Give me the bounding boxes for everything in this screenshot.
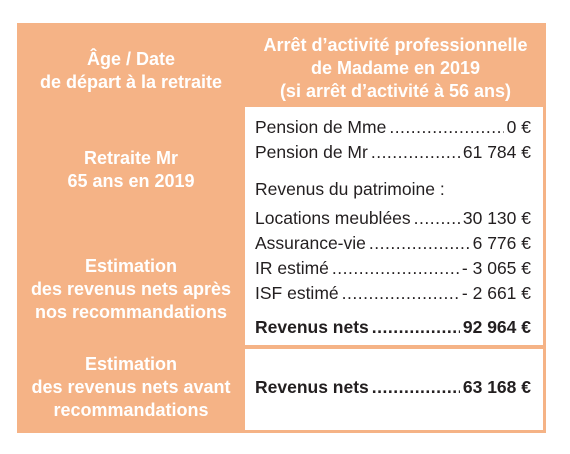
revenus-avant-box: Revenus nets 63 168 €: [245, 349, 543, 430]
ir-estime-value: - 3 065 €: [461, 258, 531, 278]
retirement-table: Âge / Date de départ à la retraite Arrêt…: [17, 23, 546, 433]
label-estimation-apres: Estimation des revenus nets après nos re…: [17, 255, 245, 324]
header-age-line1: Âge / Date: [86, 49, 176, 69]
revenus-apres-box: Pension de Mme 0 € Pension de Mr 61 784 …: [245, 107, 543, 345]
label-retraite-line2: 65 ans en 2019: [67, 171, 195, 191]
label-avant-line3: recommandations: [53, 400, 209, 420]
label-avant-line1: Estimation: [84, 354, 177, 374]
header-arret-line3: (si arrêt d’activité à 56 ans): [279, 81, 512, 101]
patrimoine-title: Revenus du patrimoine :: [255, 179, 445, 199]
label-retraite-mr: Retraite Mr 65 ans en 2019: [17, 147, 245, 193]
ir-estime-label: IR estimé: [255, 258, 329, 278]
isf-estime-row: ISF estimé - 2 661 €: [255, 283, 531, 304]
label-apres-line3: nos recommandations: [34, 302, 228, 322]
label-estimation-avant: Estimation des revenus nets avant recomm…: [17, 353, 245, 422]
label-apres-line2: des revenus nets après: [30, 279, 232, 299]
header-age-date: Âge / Date de départ à la retraite: [17, 48, 245, 94]
revenus-nets-avant-label: Revenus nets: [255, 377, 369, 397]
revenus-nets-avant-value: 63 168 €: [462, 377, 531, 397]
pension-mme-value: 0 €: [506, 117, 531, 137]
revenus-nets-apres-label: Revenus nets: [255, 317, 369, 337]
pension-mr-row: Pension de Mr 61 784 €: [255, 142, 531, 163]
ir-estime-row: IR estimé - 3 065 €: [255, 258, 531, 279]
label-retraite-line1: Retraite Mr: [83, 148, 179, 168]
label-avant-line2: des revenus nets avant: [31, 377, 231, 397]
isf-estime-value: - 2 661 €: [461, 283, 531, 303]
header-arret-line1: Arrêt d’activité professionnelle: [263, 35, 528, 55]
locations-meublees-value: 30 130 €: [462, 208, 531, 228]
assurance-vie-row: Assurance-vie 6 776 €: [255, 233, 531, 254]
revenus-nets-apres-row: Revenus nets 92 964 €: [255, 317, 531, 338]
assurance-vie-value: 6 776 €: [472, 233, 531, 253]
pension-mr-label: Pension de Mr: [255, 142, 368, 162]
isf-estime-label: ISF estimé: [255, 283, 339, 303]
revenus-nets-avant-row: Revenus nets 63 168 €: [255, 377, 531, 398]
pension-mme-row: Pension de Mme 0 €: [255, 117, 531, 138]
pension-mme-label: Pension de Mme: [255, 117, 387, 137]
assurance-vie-label: Assurance-vie: [255, 233, 366, 253]
locations-meublees-row: Locations meublées 30 130 €: [255, 208, 531, 229]
revenus-nets-apres-value: 92 964 €: [462, 317, 531, 337]
header-arret-line2: de Madame en 2019: [310, 58, 481, 78]
locations-meublees-label: Locations meublées: [255, 208, 411, 228]
pension-mr-value: 61 784 €: [462, 142, 531, 162]
header-age-line2: de départ à la retraite: [39, 72, 223, 92]
label-apres-line1: Estimation: [84, 256, 177, 276]
header-arret-activite: Arrêt d’activité professionnelle de Mada…: [245, 34, 546, 103]
